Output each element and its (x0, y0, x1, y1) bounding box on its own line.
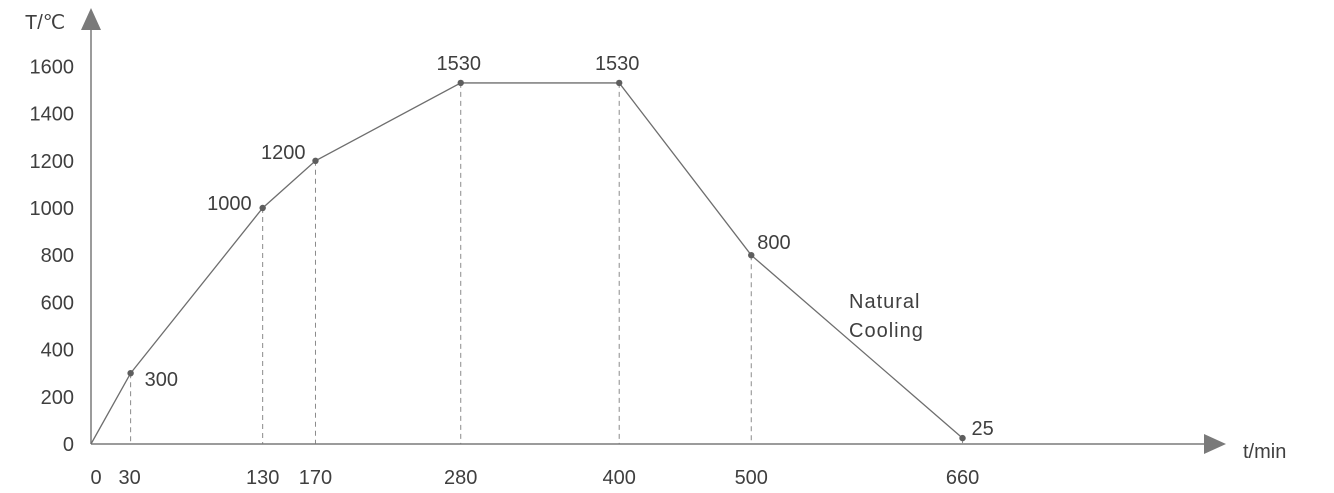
y-tick-label: 0 (63, 434, 74, 456)
data-point (127, 370, 134, 377)
y-tick-label: 1200 (30, 151, 75, 173)
x-tick-label: 400 (603, 467, 636, 489)
x-tick-labels: 0 30 130 170 280 400 500 660 (90, 467, 979, 489)
y-tick-label: 800 (41, 245, 74, 267)
data-point (616, 79, 623, 87)
y-tick-label: 600 (41, 292, 74, 314)
data-label: 1530 (436, 53, 481, 75)
x-tick-label: 280 (444, 467, 477, 489)
y-axis-arrow-icon (81, 8, 101, 30)
x-tick-label: 660 (946, 467, 979, 489)
data-label: 300 (145, 369, 178, 391)
guide-lines (130, 82, 964, 444)
x-tick-label: 30 (118, 467, 140, 489)
y-tick-label: 1400 (30, 104, 75, 126)
y-axis-label: T/℃ (25, 12, 65, 34)
y-tick-label: 400 (41, 340, 74, 362)
data-labels: 300 1000 1200 1530 1530 800 25 (145, 53, 994, 440)
y-tick-label: 1000 (30, 198, 75, 220)
x-axis-arrow-icon (1204, 434, 1226, 454)
data-point (312, 157, 319, 164)
y-tick-labels: 0 200 400 600 800 1000 1200 1400 1600 (30, 56, 75, 456)
data-point (457, 79, 464, 87)
annotation-line-2: Cooling (849, 320, 924, 342)
data-label: 1000 (207, 193, 252, 215)
data-point (959, 434, 966, 442)
data-point (748, 252, 755, 259)
annotation-line-1: Natural (849, 291, 920, 313)
x-tick-label: 0 (90, 467, 101, 489)
data-points (127, 79, 966, 442)
x-tick-label: 500 (735, 467, 768, 489)
y-tick-label: 200 (41, 387, 74, 409)
axes: T/℃ t/min (25, 8, 1286, 463)
data-label: 1530 (595, 53, 640, 75)
natural-cooling-annotation: Natural Cooling (849, 291, 924, 342)
temperature-curve (90, 82, 963, 445)
x-tick-label: 130 (246, 467, 279, 489)
data-label: 25 (972, 418, 994, 440)
x-axis-label: t/min (1243, 441, 1286, 463)
data-point (259, 204, 266, 212)
x-tick-label: 170 (299, 467, 332, 489)
y-tick-label: 1600 (30, 56, 75, 78)
data-label: 1200 (261, 142, 306, 164)
data-label: 800 (757, 232, 790, 254)
